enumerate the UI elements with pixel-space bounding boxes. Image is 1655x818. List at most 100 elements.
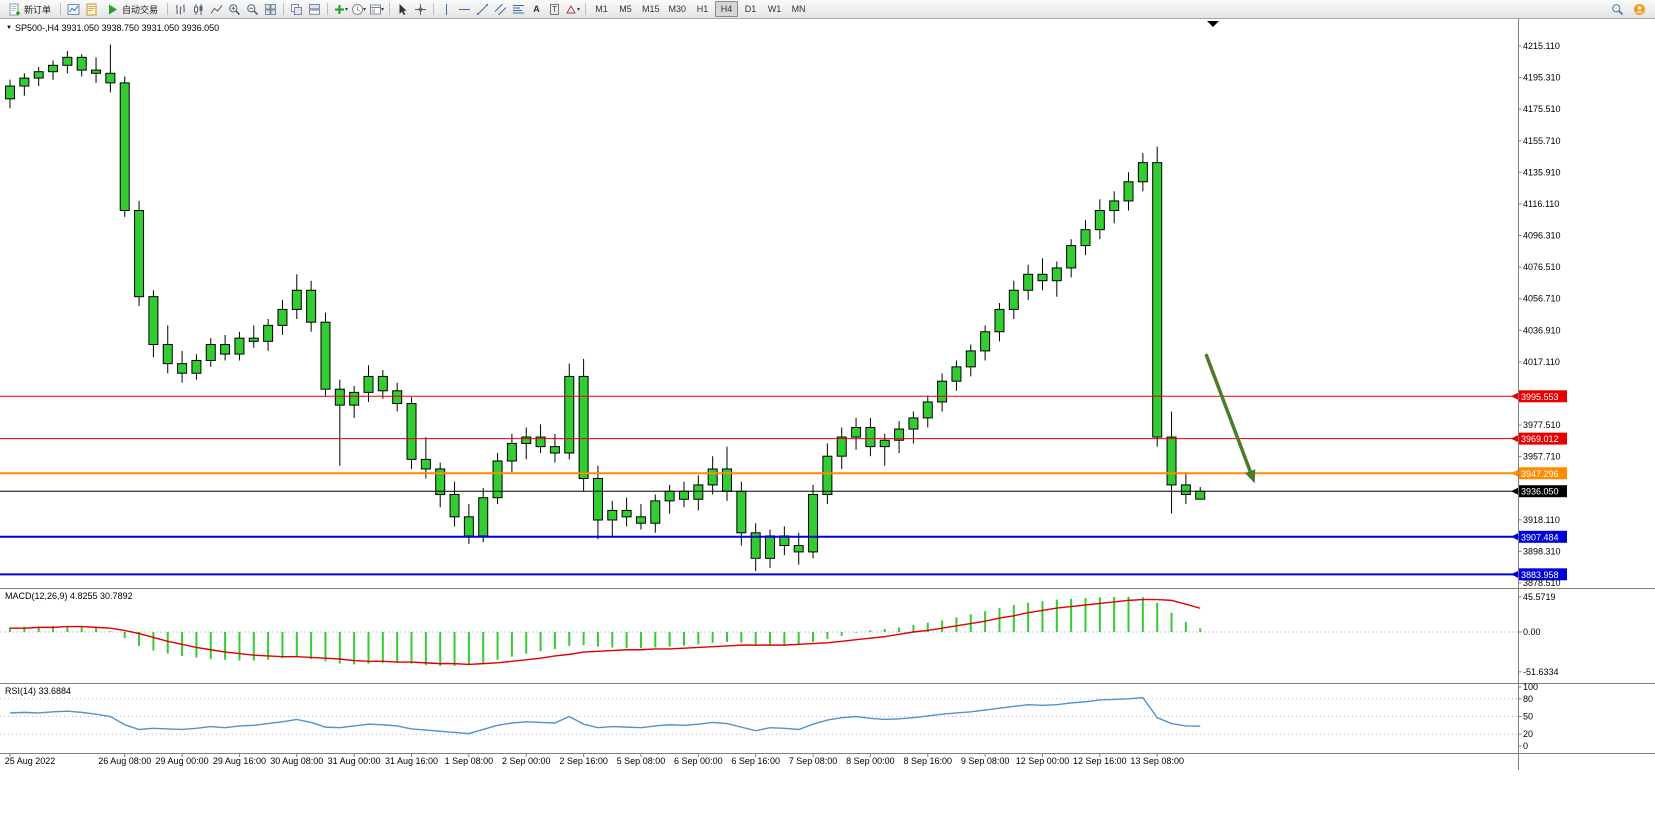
- text-tool-button[interactable]: A: [528, 1, 545, 17]
- candle-body: [1080, 229, 1091, 247]
- crosshair-tool-button[interactable]: [412, 1, 429, 17]
- candle-body: [478, 497, 489, 537]
- price-tick-label: 4096.310: [1523, 231, 1561, 241]
- rsi-axis-label: 100: [1523, 682, 1538, 692]
- new-order-button[interactable]: 新订单: [3, 1, 56, 17]
- zoom-in-button[interactable]: [226, 1, 243, 17]
- candle-body: [922, 401, 933, 419]
- arrow-shaft: [1204, 353, 1254, 477]
- rsi-axis-label: 50: [1523, 712, 1533, 722]
- price-tag: 3995.553: [1511, 390, 1567, 403]
- candle-body: [191, 359, 202, 374]
- price-tag-arrow-icon: [1511, 469, 1518, 477]
- candle-body: [808, 493, 819, 553]
- toolbar-separator: [389, 3, 391, 15]
- timeframe-d1-button[interactable]: D1: [744, 4, 757, 14]
- chart-shift-marker[interactable]: [1207, 21, 1219, 27]
- account-button[interactable]: [1631, 1, 1648, 17]
- candle-body: [564, 375, 575, 454]
- cascade-windows-button[interactable]: [288, 1, 305, 17]
- price-tag-label: 3936.050: [1521, 487, 1559, 497]
- candle-body: [377, 375, 388, 392]
- cursor-tool-button[interactable]: [394, 1, 411, 17]
- add-indicator-icon: [335, 4, 345, 14]
- timeframe-h1-button[interactable]: H1: [696, 4, 709, 14]
- channel-tool-button[interactable]: [492, 1, 509, 17]
- time-label: 12 Sep 00:00: [1016, 756, 1070, 766]
- timeframe-w1-button[interactable]: W1: [767, 4, 782, 14]
- candle-body: [62, 56, 73, 66]
- text-icon: A: [533, 4, 540, 14]
- autotrading-button[interactable]: 自动交易: [101, 1, 163, 17]
- candles-chart-button[interactable]: [190, 1, 207, 17]
- charts-window-button[interactable]: [65, 1, 82, 17]
- price-tick-label: 4056.710: [1523, 294, 1561, 304]
- candle-body: [119, 82, 130, 212]
- price-tag: 3883.958: [1511, 568, 1567, 581]
- line-chart-button[interactable]: [208, 1, 225, 17]
- candle-body: [521, 436, 532, 444]
- horizontal-line-tool-button[interactable]: [456, 1, 473, 17]
- price-tag-arrow-icon: [1511, 533, 1518, 541]
- vertical-line-tool-button[interactable]: [438, 1, 455, 17]
- trendline-tool-button[interactable]: [474, 1, 491, 17]
- candles-layer[interactable]: [5, 44, 1206, 572]
- label-tool-button[interactable]: T: [546, 1, 563, 17]
- timeframe-m5-button[interactable]: M5: [619, 4, 632, 14]
- price-tag: 3969.012: [1511, 432, 1567, 445]
- candle-body: [621, 509, 632, 518]
- candle-body: [1180, 484, 1191, 495]
- price-tick-label: 4155.710: [1523, 136, 1561, 146]
- templates-button[interactable]: ▾: [368, 1, 385, 17]
- time-label: 2 Sep 16:00: [559, 756, 608, 766]
- candle-body: [951, 366, 962, 382]
- fibonacci-tool-button[interactable]: [510, 1, 527, 17]
- tile-vertical-button[interactable]: [306, 1, 323, 17]
- price-tag-arrow-icon: [1511, 392, 1518, 400]
- candle-body: [865, 426, 876, 448]
- tile-windows-icon: [265, 3, 277, 15]
- rsi-axis-label: 20: [1523, 729, 1533, 739]
- candle-body: [736, 490, 747, 534]
- price-tick-label: 4175.510: [1523, 104, 1561, 114]
- candle-body: [908, 417, 919, 430]
- macd-signal-line: [10, 598, 1201, 666]
- rsi-line: [9, 696, 1201, 735]
- timeframe-m15-button[interactable]: M15: [642, 4, 660, 14]
- candle-body: [851, 426, 862, 438]
- shapes-tool-button[interactable]: ▾: [564, 1, 581, 17]
- candle-body: [1051, 267, 1062, 282]
- price-tick-label: 4036.910: [1523, 325, 1561, 335]
- time-label: 13 Sep 08:00: [1130, 756, 1184, 766]
- price-tag-bg: [1519, 530, 1567, 543]
- candle-body: [76, 56, 87, 71]
- timeframe-mn-button[interactable]: MN: [791, 4, 806, 14]
- candle-body: [650, 500, 661, 524]
- timeframe-h4-button[interactable]: H4: [715, 1, 739, 17]
- time-label: 29 Aug 00:00: [156, 756, 209, 766]
- price-tick-label: 4195.310: [1523, 73, 1561, 83]
- price-tick-label: 3918.110: [1523, 515, 1560, 525]
- symbol-ohlc-line[interactable]: ▼ SP500-,H4 3931.050 3938.750 3931.050 39…: [6, 23, 219, 33]
- candle-body: [435, 468, 446, 495]
- candle-body: [980, 331, 991, 352]
- candle-body: [535, 436, 546, 448]
- trend-arrow-annotation[interactable]: [1204, 353, 1256, 484]
- mql-editor-button[interactable]: [83, 1, 100, 17]
- add-indicator-button[interactable]: ▾: [332, 1, 349, 17]
- bars-chart-button[interactable]: [172, 1, 189, 17]
- zoom-out-button[interactable]: [244, 1, 261, 17]
- mql-editor-icon: [86, 3, 97, 15]
- candle-body: [492, 460, 503, 499]
- timeframe-m30-button[interactable]: M30: [668, 4, 687, 14]
- search-button[interactable]: [1609, 1, 1626, 17]
- candle-body: [177, 363, 188, 374]
- candle-body: [635, 516, 646, 524]
- tile-vertical-icon: [309, 3, 321, 15]
- tile-windows-button[interactable]: [262, 1, 279, 17]
- charts-window-icon: [67, 3, 80, 15]
- timeframe-m1-button[interactable]: M1: [595, 4, 608, 14]
- period-button[interactable]: ▾: [350, 1, 367, 17]
- time-label: 5 Sep 08:00: [617, 756, 666, 766]
